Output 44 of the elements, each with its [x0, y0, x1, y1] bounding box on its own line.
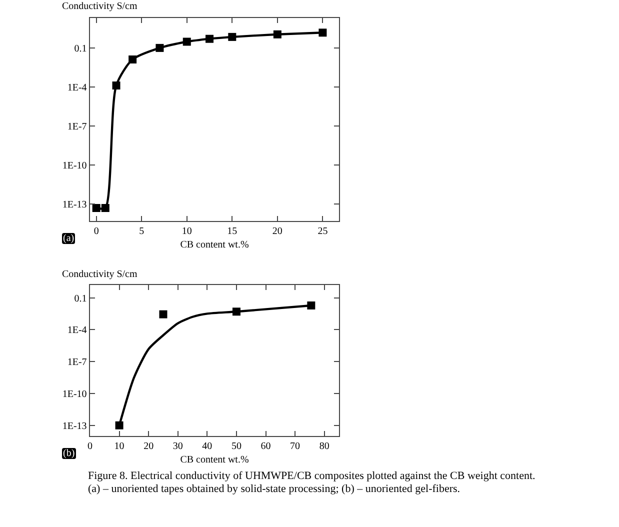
- x-tick-label: 40: [202, 441, 212, 452]
- x-tick-label: 80: [319, 441, 330, 452]
- y-tick-label: 1E-13: [62, 420, 87, 432]
- text: (a) – unoriented tapes obtained by solid-state processing; (b) – unoriented gel-fibers.: [88, 483, 462, 496]
- x-tick-label: 15: [227, 226, 238, 238]
- x-tick-label: 0: [88, 441, 92, 452]
- y-tick-label: 0.1: [74, 293, 87, 304]
- x-tick-label: 25: [318, 226, 328, 238]
- x-tick-label: 50: [231, 441, 242, 452]
- point: [128, 55, 137, 64]
- x-axis-title: CB content wt.%: [180, 454, 249, 466]
- caption: Figure 8. Electrical conductivity of UHMWPE/CB composites plotted against the CB weight content.: [88, 470, 536, 483]
- text: (a): [62, 233, 76, 244]
- point: [273, 30, 282, 38]
- x-tick-label: 60: [260, 441, 271, 452]
- y-tick-label: 1E-10: [62, 160, 87, 172]
- point: [228, 32, 236, 41]
- y-tick-label: 1E-4: [67, 82, 87, 94]
- x-tick-label: 20: [272, 226, 282, 238]
- x-tick-label: 10: [182, 226, 192, 238]
- y-axis-title: Conductivity S/cm: [62, 269, 138, 280]
- point: [159, 310, 168, 318]
- point: [206, 34, 214, 43]
- y-tick-label: 1E-13: [62, 200, 87, 211]
- y-tick-label: 1E-4: [67, 325, 87, 336]
- y-tick-label: 1E-7: [67, 357, 87, 368]
- y-axis-title: Conductivity S/cm: [62, 1, 138, 12]
- point: [156, 44, 164, 52]
- y-tick-label: 1E-10: [62, 388, 87, 400]
- point: [101, 204, 110, 212]
- point: [182, 38, 191, 46]
- y-tick-label: 0.1: [74, 43, 87, 54]
- x-tick-label: 5: [139, 226, 144, 238]
- point: [112, 81, 120, 90]
- y-tick-label: 1E-7: [67, 122, 87, 133]
- x-tick-label: 70: [290, 441, 300, 452]
- point: [318, 28, 327, 37]
- text: (b): [62, 448, 76, 459]
- x-tick-label: 0: [94, 226, 99, 238]
- point: [92, 204, 100, 212]
- x-tick-label: 30: [172, 441, 183, 452]
- x-tick-label: 20: [144, 441, 154, 452]
- x-tick-label: 10: [114, 441, 124, 452]
- x-axis-title: CB content wt.%: [180, 240, 249, 251]
